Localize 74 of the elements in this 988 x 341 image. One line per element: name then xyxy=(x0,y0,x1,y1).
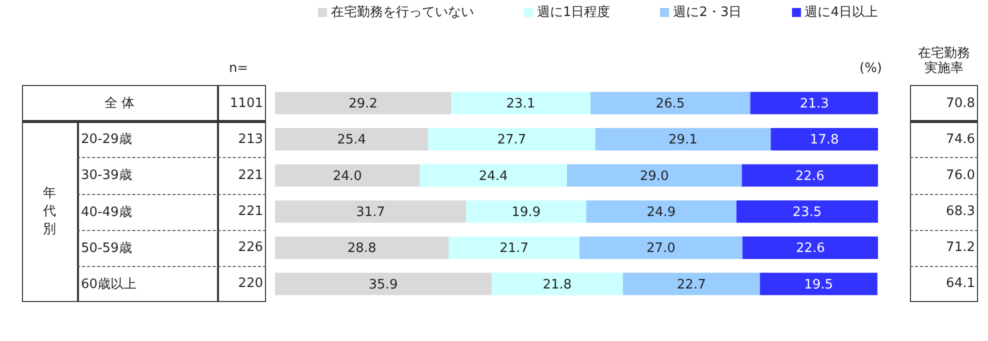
bar xyxy=(595,128,771,150)
bar xyxy=(742,236,878,259)
data-label: 24.0 xyxy=(332,168,362,184)
data-label: 29.1 xyxy=(668,132,698,148)
bar xyxy=(760,272,878,296)
bar xyxy=(736,200,878,223)
data-label: 26.5 xyxy=(656,96,685,112)
data-label: 21.8 xyxy=(542,277,572,292)
bar xyxy=(586,200,736,223)
bar xyxy=(275,92,452,114)
text: (%) xyxy=(858,60,882,78)
bar xyxy=(420,164,567,187)
bar xyxy=(275,272,492,296)
data-label: 27.0 xyxy=(646,241,676,256)
bar xyxy=(448,236,580,259)
data-label: 24.4 xyxy=(478,168,508,184)
y-tick-label: 60歳以上 xyxy=(81,276,138,294)
text: n= xyxy=(228,60,248,78)
data-label: 25.4 xyxy=(337,132,366,148)
text: 年代別 xyxy=(42,184,56,239)
text: 64.1 xyxy=(945,275,975,294)
data-label: 21.3 xyxy=(800,96,829,112)
data-label: 22.6 xyxy=(796,241,825,256)
text: 226 xyxy=(237,239,263,258)
data-label: 23.1 xyxy=(506,96,536,112)
data-label: 23.5 xyxy=(792,204,822,220)
bar xyxy=(491,272,623,296)
text: 1101 xyxy=(228,94,263,113)
data-label: 24.9 xyxy=(646,204,676,220)
text: 70.8 xyxy=(945,94,975,113)
bar xyxy=(451,92,590,114)
bar xyxy=(580,236,742,259)
bar xyxy=(770,128,878,150)
data-label: 22.7 xyxy=(676,277,706,292)
data-label: 31.7 xyxy=(356,204,386,220)
bar xyxy=(590,92,750,114)
data-label: 35.9 xyxy=(368,277,398,292)
text: 在宅勤務実施率 xyxy=(917,45,971,78)
bar xyxy=(566,164,742,187)
y-tick-label: 40-49歳 xyxy=(81,204,133,222)
data-label: 29.0 xyxy=(640,168,669,184)
text: 74.6 xyxy=(945,130,975,149)
y-tick-label: 50-59歳 xyxy=(81,240,133,258)
data-label: 29.2 xyxy=(348,96,378,112)
bar xyxy=(742,164,878,187)
bar xyxy=(275,128,428,150)
data-label: 19.9 xyxy=(512,204,541,220)
text: 221 xyxy=(237,203,263,222)
text: 221 xyxy=(237,166,263,185)
text: 71.2 xyxy=(945,239,975,258)
bar xyxy=(750,92,878,114)
bar xyxy=(428,128,596,150)
bar xyxy=(275,236,449,259)
y-tick-label: 30-39歳 xyxy=(81,167,133,186)
y-tick-label: 全 体 xyxy=(103,95,136,114)
data-label: 27.7 xyxy=(497,132,526,148)
data-label: 22.6 xyxy=(795,168,824,184)
bar xyxy=(275,200,466,223)
bar xyxy=(622,272,760,296)
y-tick-label: 20-29歳 xyxy=(81,131,133,150)
data-label: 19.5 xyxy=(804,277,834,292)
text: 76.0 xyxy=(945,166,975,185)
legend-label: 在宅勤務を行っていない xyxy=(331,4,474,21)
legend-label: 週に2・3日 xyxy=(673,4,742,21)
data-label: 17.8 xyxy=(810,132,839,148)
legend-label: 週に4日以上 xyxy=(804,4,878,21)
bar xyxy=(466,200,586,223)
text: 220 xyxy=(237,275,263,294)
data-label: 28.8 xyxy=(347,241,376,256)
text: 68.3 xyxy=(945,203,975,222)
data-label: 21.7 xyxy=(500,241,529,256)
bar xyxy=(275,164,420,187)
legend-label: 週に1日程度 xyxy=(536,4,610,21)
text: 213 xyxy=(237,130,263,149)
